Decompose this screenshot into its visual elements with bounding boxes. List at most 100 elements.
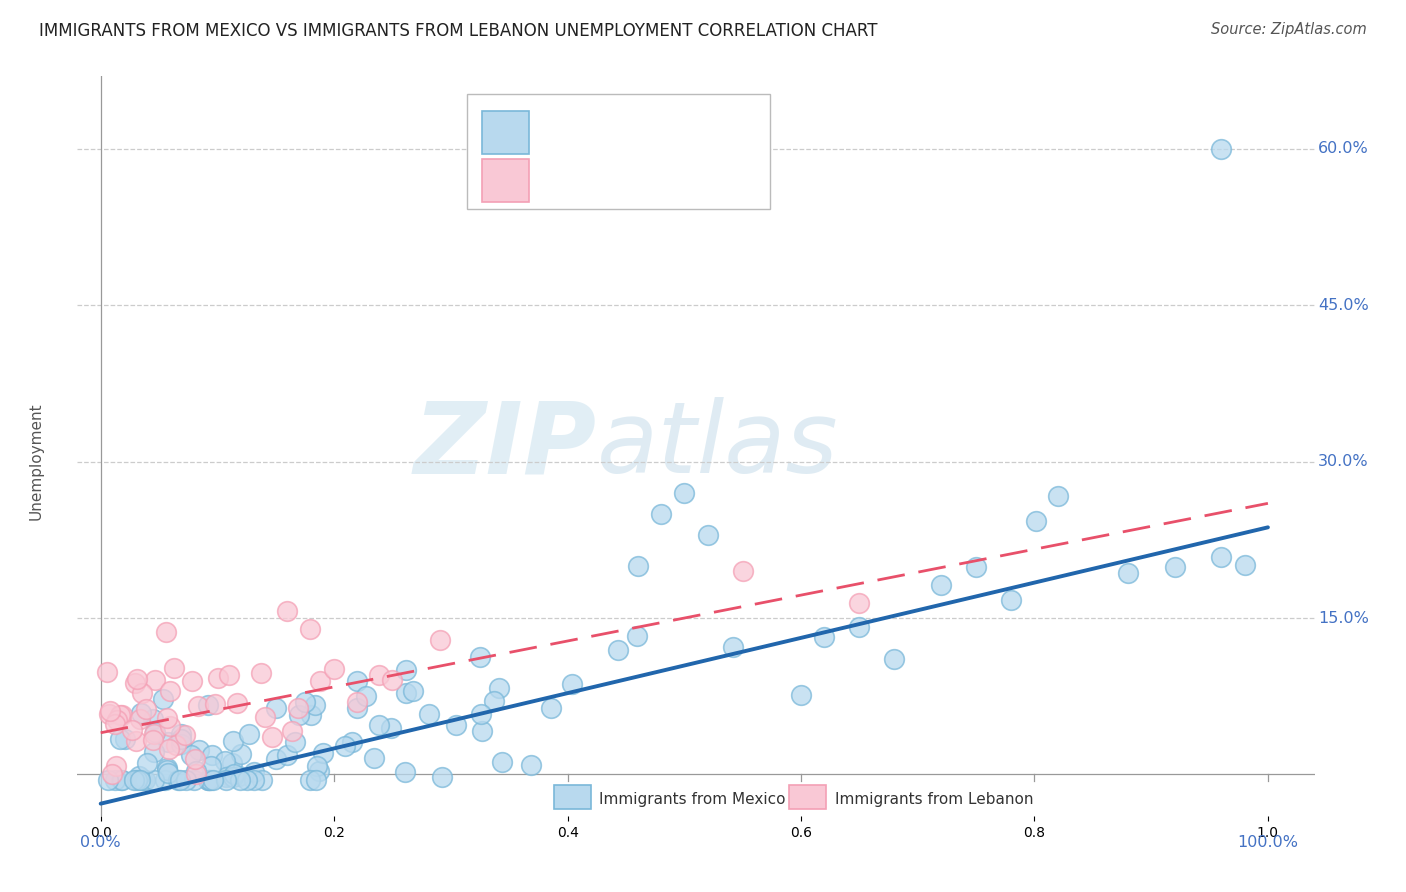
Point [298, 622, 321, 636]
Point [721, 640, 744, 655]
Point [197, 772, 219, 787]
Point [228, 772, 250, 787]
Point [173, 728, 195, 742]
Point [308, 674, 330, 689]
Point [110, 772, 132, 787]
Point [135, 702, 157, 716]
Point [157, 766, 180, 780]
Point [214, 754, 236, 768]
Point [200, 759, 222, 773]
Point [127, 673, 149, 687]
Point [98, 707, 121, 722]
Text: ZIP: ZIP [413, 398, 598, 494]
Point [1211, 550, 1233, 565]
Point [253, 710, 276, 724]
Point [488, 681, 510, 695]
Point [276, 604, 298, 618]
Point [184, 752, 207, 766]
Point [128, 772, 150, 787]
Point [104, 772, 127, 787]
Point [198, 772, 221, 787]
Point [201, 747, 224, 762]
Text: 45.0%: 45.0% [1317, 298, 1369, 313]
Point [561, 677, 583, 691]
Point [299, 708, 322, 723]
Point [98, 704, 121, 718]
Point [181, 674, 204, 689]
Point [468, 649, 491, 664]
Point [114, 732, 136, 747]
Point [238, 727, 260, 741]
Point [187, 743, 209, 757]
Point [368, 667, 391, 681]
Point [153, 772, 176, 787]
Point [342, 735, 364, 749]
Point [156, 761, 179, 775]
Point [142, 712, 165, 726]
Point [142, 727, 165, 741]
Point [124, 676, 146, 690]
Point [159, 684, 181, 698]
Point [170, 727, 193, 741]
Point [813, 630, 835, 644]
Point [323, 662, 346, 676]
Point [673, 486, 696, 500]
Point [471, 723, 494, 738]
Point [125, 733, 148, 747]
Point [159, 719, 181, 733]
Point [157, 742, 180, 756]
Text: 30.0%: 30.0% [1317, 454, 1368, 469]
Point [236, 772, 259, 787]
Point [346, 673, 368, 688]
Point [281, 723, 304, 738]
Point [198, 772, 221, 787]
Point [156, 763, 179, 777]
Point [207, 671, 229, 685]
Point [626, 558, 648, 573]
Point [222, 767, 245, 781]
Point [250, 666, 273, 681]
Point [134, 772, 156, 787]
Point [131, 685, 153, 699]
Text: 60.0%: 60.0% [1317, 141, 1369, 156]
Point [132, 772, 155, 787]
Point [1211, 142, 1233, 156]
Text: atlas: atlas [598, 398, 838, 494]
Point [333, 739, 356, 754]
Point [122, 772, 145, 787]
Point [276, 747, 298, 762]
Point [491, 756, 513, 770]
Point [229, 747, 252, 762]
Point [626, 629, 648, 643]
Point [312, 746, 335, 760]
Point [129, 712, 152, 726]
Point [731, 564, 754, 578]
Point [135, 756, 157, 771]
Point [169, 737, 191, 751]
Point [1163, 560, 1185, 574]
Point [284, 735, 307, 749]
Point [650, 507, 672, 521]
Point [243, 772, 266, 787]
Text: Unemployment: Unemployment [30, 403, 44, 520]
Text: Immigrants from Lebanon: Immigrants from Lebanon [835, 792, 1033, 807]
Text: IMMIGRANTS FROM MEXICO VS IMMIGRANTS FROM LEBANON UNEMPLOYMENT CORRELATION CHART: IMMIGRANTS FROM MEXICO VS IMMIGRANTS FRO… [39, 22, 877, 40]
Point [111, 708, 134, 723]
Point [1233, 558, 1256, 573]
Point [470, 707, 492, 722]
Point [226, 696, 249, 710]
Point [128, 769, 150, 783]
Point [183, 772, 205, 787]
Point [266, 751, 288, 765]
Point [143, 772, 166, 787]
Point [157, 735, 180, 749]
Point [430, 770, 453, 784]
Point [1046, 489, 1069, 503]
Point [294, 695, 316, 709]
Point [1116, 566, 1139, 581]
Point [307, 759, 329, 773]
Point [218, 769, 240, 783]
Point [125, 772, 148, 787]
Point [696, 527, 718, 541]
Point [262, 730, 284, 744]
